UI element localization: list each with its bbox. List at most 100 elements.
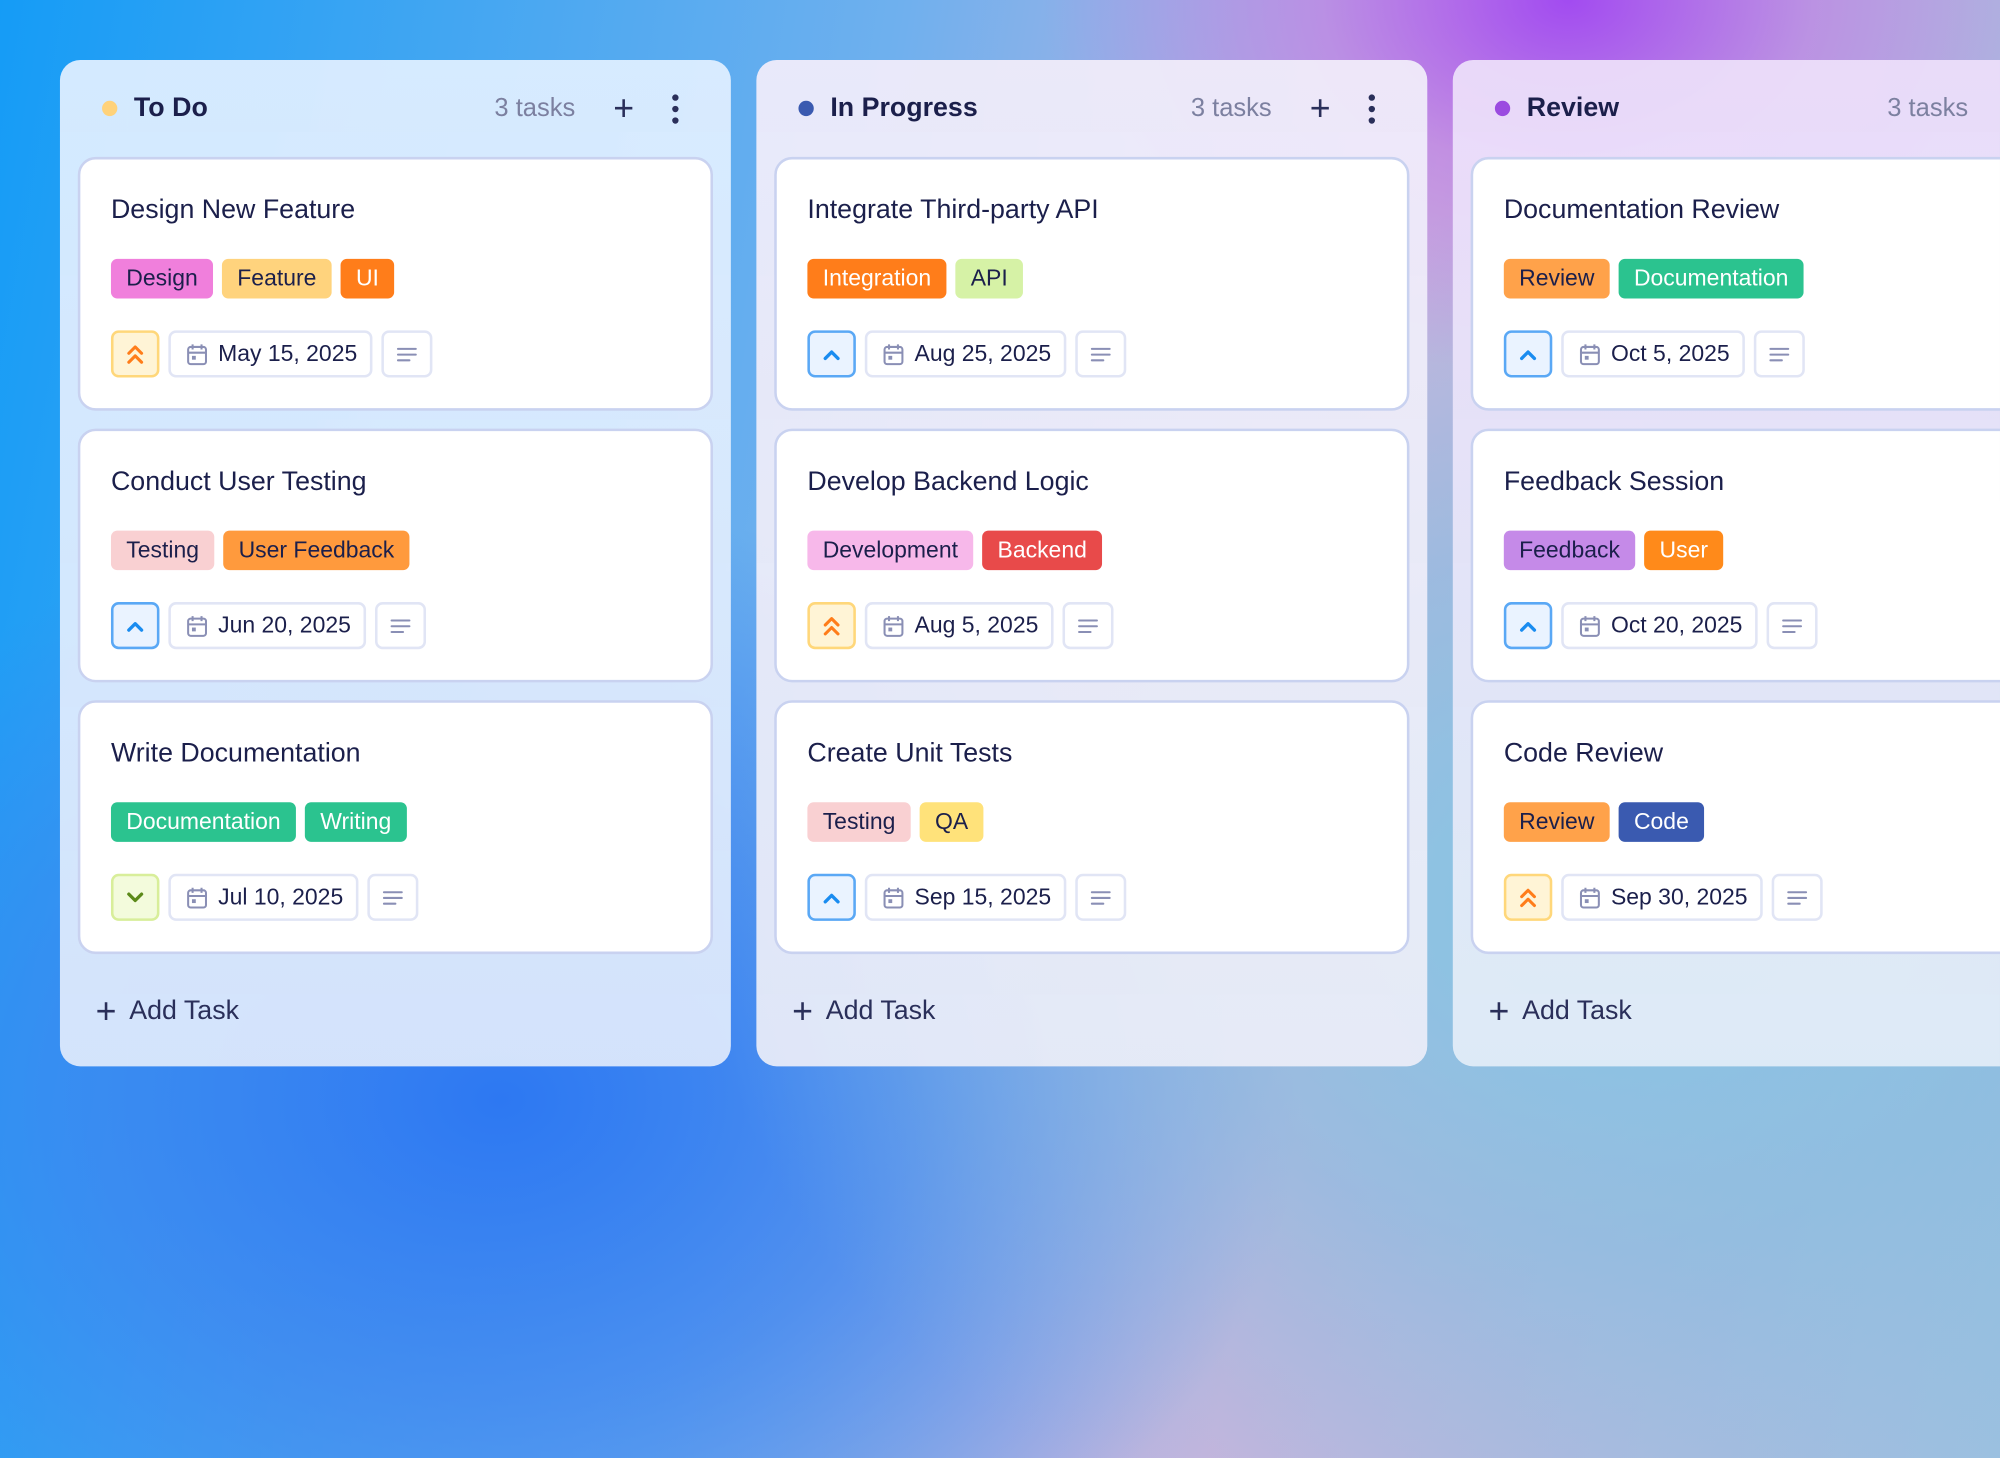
add-task-button[interactable]: + Add Task [792, 991, 935, 1032]
tag: Testing [110, 530, 215, 571]
add-card-button[interactable]: + [1295, 83, 1346, 134]
due-date: Jun 20, 2025 [218, 612, 351, 638]
due-date: Sep 30, 2025 [1610, 883, 1748, 910]
due-date: Aug 25, 2025 [914, 340, 1052, 367]
due-date: Jul 10, 2025 [218, 883, 344, 910]
status-dot [1494, 100, 1511, 117]
task-count: 3 tasks [1190, 93, 1272, 122]
card-title: Develop Backend Logic [807, 466, 1089, 497]
task-card[interactable]: Design New Feature Design Feature UI May 1… [77, 156, 714, 411]
chevron-up-icon [1518, 618, 1538, 633]
priority-button[interactable] [807, 330, 856, 378]
column-title: Review [1526, 93, 1620, 123]
description-button[interactable] [1771, 873, 1823, 921]
tag: Writing [304, 802, 407, 842]
description-lines-icon [1782, 618, 1803, 633]
tag: Feedback [1503, 530, 1636, 571]
tag-list: Review Code [1503, 802, 2000, 842]
add-task-label: Add Task [1522, 996, 1632, 1026]
tag-list: Design Feature UI [110, 258, 680, 299]
tag-list: Development Backend [807, 530, 1376, 571]
calendar-icon [186, 614, 208, 637]
card-title: Documentation Review [1503, 195, 1780, 225]
calendar-icon [1579, 886, 1601, 909]
due-date-button[interactable]: May 15, 2025 [168, 330, 373, 378]
tag: Backend [982, 530, 1103, 571]
double-chevron-up-icon [125, 342, 145, 365]
plus-icon: + [1309, 88, 1331, 128]
status-dot [102, 100, 118, 117]
tag-list: Review Documentation [1503, 258, 2000, 299]
task-card[interactable]: Write Documentation Documentation Writing… [77, 700, 714, 955]
task-card[interactable]: Documentation Review Review Documentation… [1470, 156, 2000, 411]
task-card[interactable]: Create Unit Tests Testing QA Sep 15, 2025 [774, 700, 1410, 955]
due-date-button[interactable]: Oct 5, 2025 [1561, 330, 1745, 378]
task-card[interactable]: Conduct User Testing Testing User Feedbac… [77, 428, 714, 683]
description-button[interactable] [1075, 330, 1127, 378]
due-date-button[interactable]: Aug 5, 2025 [864, 602, 1054, 650]
chevron-up-icon [125, 618, 145, 633]
due-date-button[interactable]: Sep 15, 2025 [864, 873, 1067, 921]
card-title: Write Documentation [110, 738, 361, 768]
card-title: Design New Feature [110, 195, 356, 225]
calendar-icon [883, 886, 905, 909]
due-date-button[interactable]: Sep 30, 2025 [1561, 873, 1763, 921]
column-menu-button[interactable] [649, 83, 700, 134]
add-task-button[interactable]: + Add Task [1489, 991, 1632, 1032]
card-footer: May 15, 2025 [110, 330, 680, 378]
card-title: Feedback Session [1503, 466, 1725, 497]
due-date: May 15, 2025 [218, 340, 358, 367]
description-button[interactable] [1753, 330, 1805, 378]
tag: Documentation [1618, 258, 1804, 299]
add-card-button[interactable]: + [1991, 83, 2000, 134]
chevron-up-icon [1518, 346, 1538, 361]
priority-button[interactable] [1503, 602, 1553, 650]
tag: Documentation [110, 802, 297, 842]
due-date-button[interactable]: Aug 25, 2025 [864, 330, 1067, 378]
card-title: Integrate Third-party API [807, 195, 1099, 225]
priority-button[interactable] [110, 873, 160, 921]
task-card[interactable]: Develop Backend Logic Development Backend… [774, 428, 1410, 683]
due-date-button[interactable]: Oct 20, 2025 [1561, 602, 1758, 650]
description-button[interactable] [367, 873, 419, 921]
plus-icon: + [613, 88, 635, 128]
due-date-button[interactable]: Jul 10, 2025 [168, 873, 359, 921]
description-button[interactable] [1062, 602, 1114, 650]
add-task-button[interactable]: + Add Task [96, 991, 239, 1032]
description-lines-icon [1078, 618, 1099, 633]
description-button[interactable] [1766, 602, 1818, 650]
add-card-button[interactable]: + [598, 83, 649, 134]
card-footer: Oct 5, 2025 [1503, 330, 2000, 378]
kanban-board: To Do 3 tasks + Design New Feature Desig… [59, 59, 2000, 1067]
more-vertical-icon [671, 93, 678, 124]
column-in-progress: In Progress 3 tasks + Integrate Third-pa… [756, 59, 1428, 1067]
description-button[interactable] [1075, 873, 1127, 921]
priority-button[interactable] [807, 602, 856, 650]
priority-button[interactable] [110, 330, 160, 378]
tag-list: Integration API [807, 258, 1376, 299]
column-menu-button[interactable] [1346, 83, 1397, 134]
task-card[interactable]: Integrate Third-party API Integration API… [774, 156, 1410, 411]
description-lines-icon [383, 890, 403, 905]
chevron-up-icon [821, 346, 841, 361]
calendar-icon [1579, 614, 1601, 637]
column-header: In Progress 3 tasks + [774, 60, 1409, 157]
priority-button[interactable] [807, 873, 856, 921]
column-title: In Progress [830, 93, 978, 123]
card-footer: Sep 15, 2025 [807, 873, 1376, 921]
description-button[interactable] [375, 602, 427, 650]
priority-button[interactable] [1503, 330, 1553, 378]
description-button[interactable] [381, 330, 433, 378]
priority-button[interactable] [1503, 873, 1553, 921]
due-date-button[interactable]: Jun 20, 2025 [168, 602, 367, 650]
plus-icon: + [792, 991, 813, 1031]
plus-icon: + [1488, 991, 1510, 1031]
priority-button[interactable] [110, 602, 160, 650]
tag-list: Testing QA [807, 802, 1376, 842]
task-card[interactable]: Code Review Review Code Sep 30, 2025 [1470, 700, 2000, 955]
description-lines-icon [1090, 890, 1111, 905]
task-count: 3 tasks [494, 93, 576, 122]
task-card[interactable]: Feedback Session Feedback User Oct 20, 20… [1470, 428, 2000, 683]
calendar-icon [883, 342, 905, 365]
